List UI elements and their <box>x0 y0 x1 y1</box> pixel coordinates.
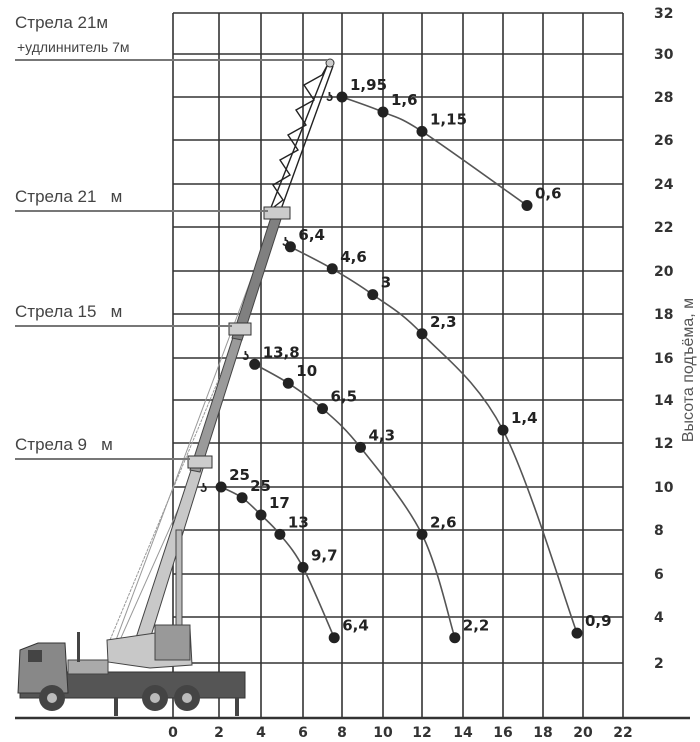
load-point <box>377 106 389 118</box>
x-tick-label: 12 <box>412 725 431 741</box>
load-point <box>282 377 294 389</box>
y-tick-label: 28 <box>654 90 673 106</box>
load-point-label: 4,3 <box>368 426 395 444</box>
y-tick-label: 4 <box>654 610 664 626</box>
y-tick-label: 10 <box>654 480 674 496</box>
y-tick-label: 22 <box>654 220 673 236</box>
load-point <box>317 403 328 415</box>
x-tick-label: 20 <box>573 725 593 741</box>
y-tick-label: 26 <box>654 133 673 149</box>
crane-truck-illustration: ʖ ʖ ʖ ʖ <box>17 58 335 716</box>
load-curve-series: 1,951,6 1,15 0,6 <box>336 76 562 211</box>
load-point-label: 25 <box>250 477 271 495</box>
load-point <box>354 441 366 453</box>
load-point-label: 25 <box>229 466 250 484</box>
x-tick-label: 10 <box>373 725 393 741</box>
load-point-label: 3 <box>381 274 391 292</box>
load-point <box>249 358 261 370</box>
load-point-label: 1,4 <box>511 409 538 427</box>
boom-label-21m: Стрела 21 м <box>15 187 268 212</box>
boom-label-text: Стрела 15 м <box>15 302 122 321</box>
svg-text:ʖ: ʖ <box>282 234 289 249</box>
load-curves: 1,951,6 1,15 0,6 6,4 4,6 3 2,3 1,4 0,9 13,810 6,5 4… <box>215 76 612 644</box>
load-point <box>416 328 428 340</box>
load-point <box>449 632 461 644</box>
boom-label-text: Стрела 9 м <box>15 435 113 454</box>
load-point <box>328 632 340 644</box>
x-tick-label: 16 <box>493 725 512 741</box>
load-point-label: 13 <box>288 513 309 531</box>
boom-label-text: Стрела 21 м <box>15 187 122 206</box>
x-axis-ticks: 0 2 4 6 8 10 12 14 16 18 20 22 <box>168 725 633 741</box>
y-tick-label: 8 <box>654 523 664 539</box>
load-point-label: 2,2 <box>463 617 490 635</box>
x-tick-label: 8 <box>337 725 347 741</box>
load-point <box>255 509 267 521</box>
x-tick-label: 2 <box>214 725 224 741</box>
y-tick-label: 6 <box>654 567 664 583</box>
load-point-label: 6,5 <box>331 388 358 406</box>
load-curve-series: 13,810 6,5 4,3 2,6 2,2 <box>249 343 490 644</box>
y-tick-label: 18 <box>654 307 673 323</box>
boom-label-text: Стрела 21м <box>15 13 108 32</box>
load-point-label: 9,7 <box>311 546 338 564</box>
load-point-label: 0,6 <box>535 185 562 203</box>
load-point <box>284 241 296 253</box>
x-tick-label: 6 <box>298 725 308 741</box>
boom-label-9m: Стрела 9 м <box>15 435 190 460</box>
load-point-label: 1,95 <box>350 76 387 94</box>
y-tick-label: 32 <box>654 6 673 22</box>
y-tick-label: 2 <box>654 656 664 672</box>
load-point <box>416 528 428 540</box>
y-tick-label: 16 <box>654 351 673 367</box>
load-point <box>236 492 248 504</box>
boom-label-21m-jib: Стрела 21м +удлиннитель 7м <box>15 13 328 61</box>
load-point <box>497 424 509 436</box>
load-point <box>297 561 309 573</box>
x-tick-label: 4 <box>256 725 266 741</box>
load-point-label: 2,6 <box>430 513 457 531</box>
load-point-label: 1,15 <box>430 110 467 128</box>
load-point-label: 0,9 <box>585 612 612 630</box>
load-point-label: 6,4 <box>298 226 325 244</box>
load-point-label: 6,4 <box>342 617 369 635</box>
load-curve-line <box>341 96 528 207</box>
load-point <box>274 528 286 540</box>
boom-label-subtext: +удлиннитель 7м <box>17 39 130 55</box>
load-point <box>521 200 533 211</box>
x-tick-label: 0 <box>168 725 178 741</box>
y-tick-label: 14 <box>654 393 674 409</box>
svg-text:ʖ: ʖ <box>242 348 249 363</box>
y-tick-label: 30 <box>654 47 674 63</box>
load-point <box>215 481 227 493</box>
load-point-label: 1,6 <box>391 91 418 109</box>
load-point <box>326 263 338 275</box>
load-point <box>367 289 379 301</box>
load-point-label: 4,6 <box>340 248 367 266</box>
svg-text:ʖ: ʖ <box>326 89 333 104</box>
load-point-label: 10 <box>296 362 317 380</box>
load-curve-series: 6,4 4,6 3 2,3 1,4 0,9 <box>284 226 612 639</box>
grid <box>172 12 624 718</box>
x-tick-label: 14 <box>453 725 473 741</box>
x-tick-label: 18 <box>533 725 552 741</box>
load-curve-line <box>290 246 578 634</box>
y-tick-label: 24 <box>654 177 674 193</box>
y-tick-label: 12 <box>654 436 673 452</box>
load-point <box>416 125 428 137</box>
load-point <box>336 91 348 103</box>
load-point-label: 17 <box>269 494 290 512</box>
load-point-label: 2,3 <box>430 313 457 331</box>
y-axis-title: Высота подъёма, м <box>680 298 697 442</box>
load-point <box>571 627 583 639</box>
y-tick-label: 20 <box>654 264 674 280</box>
x-tick-label: 22 <box>613 725 632 741</box>
load-point-label: 13,8 <box>263 343 300 361</box>
svg-text:ʖ: ʖ <box>200 480 207 495</box>
boom-label-15m: Стрела 15 м <box>15 302 232 327</box>
